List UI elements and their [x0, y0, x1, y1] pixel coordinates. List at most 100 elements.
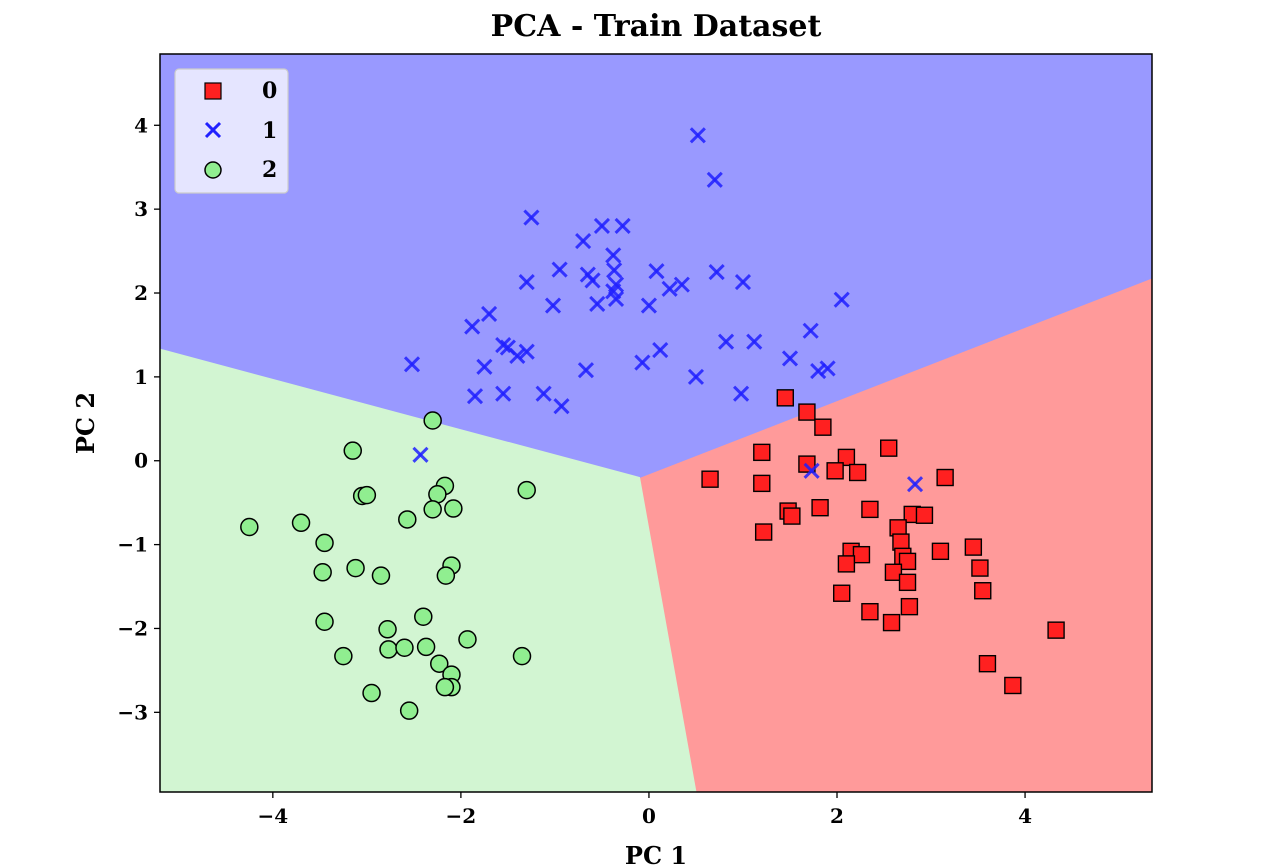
legend-entry-1: 1	[204, 118, 277, 144]
point-class-0	[898, 573, 917, 592]
point-class-1	[606, 262, 623, 279]
point-class-0	[701, 470, 719, 488]
x-axis-ticks: −4 −2 0 2 4	[257, 792, 1032, 828]
point-class-2	[414, 607, 433, 626]
point-class-0	[964, 538, 983, 556]
point-class-0	[915, 506, 934, 524]
x-tick-label: 0	[642, 804, 656, 828]
point-class-1	[819, 360, 836, 377]
point-class-1	[906, 476, 924, 493]
point-class-0	[974, 582, 992, 600]
legend-label-2: 2	[262, 157, 277, 183]
point-class-1	[553, 398, 570, 415]
point-class-2	[517, 480, 536, 500]
point-class-0	[837, 448, 856, 467]
point-class-2	[357, 485, 377, 505]
point-class-1	[717, 333, 735, 350]
point-class-1	[464, 318, 481, 335]
point-class-2	[423, 500, 442, 519]
y-tick-label: −3	[117, 700, 148, 724]
point-class-1	[746, 333, 763, 350]
legend: 0 1 2	[174, 68, 289, 194]
point-class-0	[898, 552, 917, 571]
point-class-1	[523, 209, 540, 226]
data-points	[240, 127, 1065, 720]
y-axis-label: PC 2	[71, 392, 100, 454]
point-class-1	[733, 385, 750, 402]
point-class-0	[1004, 676, 1022, 695]
legend-entry-0: 0	[204, 78, 277, 104]
point-class-1	[652, 341, 669, 359]
y-tick-label: −1	[117, 533, 148, 557]
point-class-2	[371, 566, 391, 585]
point-class-1	[648, 263, 665, 280]
decision-region-class-2	[160, 348, 697, 792]
legend-circle-marker	[204, 161, 222, 179]
point-class-1	[518, 274, 535, 291]
point-class-2	[379, 640, 398, 659]
point-class-1	[481, 305, 498, 323]
point-class-2	[430, 654, 449, 673]
point-class-1	[509, 347, 526, 364]
point-class-0	[852, 545, 871, 564]
point-class-0	[900, 597, 919, 616]
point-class-0	[776, 389, 794, 407]
point-class-1	[802, 322, 819, 339]
point-class-0	[798, 403, 816, 421]
chart-title: PCA - Train Dataset	[491, 9, 822, 44]
point-class-0	[753, 443, 771, 462]
y-tick-label: 0	[134, 449, 148, 473]
point-class-1	[476, 358, 493, 375]
point-class-1	[673, 276, 690, 293]
point-class-1	[614, 217, 631, 234]
point-class-1	[466, 388, 484, 405]
point-class-2	[240, 517, 259, 537]
point-class-0	[783, 507, 801, 525]
point-class-1	[687, 368, 705, 385]
decision-regions	[160, 54, 1152, 792]
point-class-2	[362, 683, 381, 703]
point-class-1	[577, 362, 595, 379]
point-class-2	[398, 510, 417, 529]
point-class-0	[861, 602, 879, 621]
legend-box	[174, 68, 289, 194]
point-class-2	[378, 620, 397, 639]
point-class-1	[708, 263, 725, 281]
point-class-1	[403, 356, 421, 373]
y-axis-ticks: −3 −2 −1 0 1 2 3 4	[117, 113, 160, 724]
legend-x-marker	[204, 121, 222, 139]
x-tick-label: −2	[446, 804, 477, 828]
point-class-2	[315, 612, 334, 632]
point-class-1	[706, 171, 723, 188]
point-class-0	[1047, 621, 1065, 639]
y-tick-label: 4	[134, 113, 148, 137]
point-class-2	[423, 411, 442, 430]
point-class-1	[535, 385, 552, 402]
point-class-1	[575, 232, 592, 250]
x-tick-label: 4	[1018, 804, 1032, 828]
point-class-1	[495, 385, 512, 402]
legend-label-0: 0	[262, 78, 277, 104]
plot-frame	[159, 53, 1153, 793]
point-class-1	[734, 274, 752, 291]
point-class-1	[640, 297, 658, 314]
point-class-0	[936, 468, 954, 487]
point-class-0	[826, 462, 844, 480]
point-class-0	[861, 500, 879, 519]
y-tick-label: 2	[134, 281, 148, 305]
y-tick-label: 3	[134, 197, 148, 221]
point-class-1	[551, 261, 568, 278]
point-class-0	[811, 499, 829, 517]
point-class-1	[810, 362, 827, 380]
point-class-2	[435, 677, 455, 697]
point-class-1	[833, 291, 850, 308]
point-class-2	[315, 533, 334, 553]
point-class-1	[689, 127, 706, 144]
point-class-0	[882, 613, 901, 632]
legend-square-marker	[204, 82, 222, 100]
x-axis-label: PC 1	[625, 841, 687, 867]
point-class-0	[931, 542, 950, 561]
point-class-0	[978, 654, 997, 673]
point-class-0	[833, 584, 851, 602]
point-class-1	[518, 343, 535, 360]
